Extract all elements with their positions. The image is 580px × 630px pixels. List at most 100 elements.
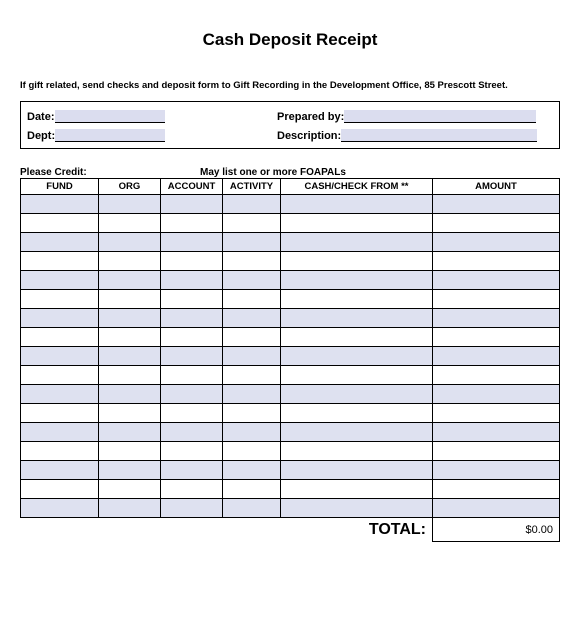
description-input[interactable] (341, 129, 537, 142)
table-cell[interactable] (281, 271, 433, 290)
table-cell[interactable] (433, 214, 560, 233)
table-cell[interactable] (21, 499, 99, 518)
table-cell[interactable] (21, 328, 99, 347)
table-cell[interactable] (99, 442, 161, 461)
table-cell[interactable] (161, 271, 223, 290)
table-cell[interactable] (281, 480, 433, 499)
table-cell[interactable] (223, 366, 281, 385)
table-cell[interactable] (21, 290, 99, 309)
table-cell[interactable] (223, 252, 281, 271)
table-cell[interactable] (99, 480, 161, 499)
table-cell[interactable] (281, 499, 433, 518)
table-cell[interactable] (99, 290, 161, 309)
table-cell[interactable] (99, 252, 161, 271)
dept-input[interactable] (55, 129, 165, 142)
table-cell[interactable] (433, 442, 560, 461)
table-cell[interactable] (99, 366, 161, 385)
table-cell[interactable] (223, 480, 281, 499)
table-cell[interactable] (433, 290, 560, 309)
table-cell[interactable] (21, 366, 99, 385)
table-cell[interactable] (433, 461, 560, 480)
prepared-by-input[interactable] (344, 110, 536, 123)
table-cell[interactable] (223, 442, 281, 461)
table-cell[interactable] (21, 385, 99, 404)
table-cell[interactable] (99, 271, 161, 290)
table-cell[interactable] (99, 233, 161, 252)
table-cell[interactable] (433, 404, 560, 423)
table-cell[interactable] (281, 252, 433, 271)
table-cell[interactable] (161, 347, 223, 366)
table-cell[interactable] (99, 195, 161, 214)
table-cell[interactable] (161, 233, 223, 252)
table-cell[interactable] (281, 461, 433, 480)
table-cell[interactable] (433, 423, 560, 442)
table-cell[interactable] (161, 290, 223, 309)
table-cell[interactable] (99, 309, 161, 328)
table-cell[interactable] (161, 461, 223, 480)
table-cell[interactable] (99, 461, 161, 480)
table-cell[interactable] (21, 480, 99, 499)
table-cell[interactable] (21, 423, 99, 442)
table-cell[interactable] (21, 309, 99, 328)
table-cell[interactable] (281, 328, 433, 347)
table-cell[interactable] (161, 252, 223, 271)
table-cell[interactable] (223, 328, 281, 347)
table-cell[interactable] (21, 271, 99, 290)
table-cell[interactable] (223, 423, 281, 442)
table-cell[interactable] (161, 366, 223, 385)
table-cell[interactable] (21, 442, 99, 461)
table-cell[interactable] (21, 252, 99, 271)
table-cell[interactable] (281, 233, 433, 252)
table-cell[interactable] (281, 385, 433, 404)
table-cell[interactable] (223, 404, 281, 423)
table-cell[interactable] (433, 252, 560, 271)
table-cell[interactable] (433, 309, 560, 328)
table-cell[interactable] (223, 195, 281, 214)
table-cell[interactable] (223, 499, 281, 518)
table-cell[interactable] (223, 271, 281, 290)
table-cell[interactable] (433, 195, 560, 214)
table-cell[interactable] (433, 328, 560, 347)
table-cell[interactable] (99, 423, 161, 442)
table-cell[interactable] (281, 404, 433, 423)
table-cell[interactable] (223, 461, 281, 480)
table-cell[interactable] (99, 328, 161, 347)
table-cell[interactable] (161, 309, 223, 328)
table-cell[interactable] (21, 461, 99, 480)
table-cell[interactable] (223, 214, 281, 233)
table-cell[interactable] (161, 442, 223, 461)
table-cell[interactable] (21, 404, 99, 423)
table-cell[interactable] (21, 214, 99, 233)
table-cell[interactable] (21, 233, 99, 252)
table-cell[interactable] (99, 499, 161, 518)
table-cell[interactable] (433, 347, 560, 366)
table-cell[interactable] (433, 233, 560, 252)
date-input[interactable] (55, 110, 165, 123)
table-cell[interactable] (99, 347, 161, 366)
table-cell[interactable] (161, 404, 223, 423)
table-cell[interactable] (433, 385, 560, 404)
table-cell[interactable] (281, 423, 433, 442)
table-cell[interactable] (433, 480, 560, 499)
table-cell[interactable] (21, 347, 99, 366)
table-cell[interactable] (99, 214, 161, 233)
table-cell[interactable] (281, 347, 433, 366)
table-cell[interactable] (161, 480, 223, 499)
table-cell[interactable] (433, 271, 560, 290)
table-cell[interactable] (161, 195, 223, 214)
table-cell[interactable] (281, 214, 433, 233)
table-cell[interactable] (161, 214, 223, 233)
table-cell[interactable] (433, 499, 560, 518)
table-cell[interactable] (281, 366, 433, 385)
table-cell[interactable] (223, 233, 281, 252)
table-cell[interactable] (161, 385, 223, 404)
table-cell[interactable] (281, 442, 433, 461)
table-cell[interactable] (99, 404, 161, 423)
table-cell[interactable] (433, 366, 560, 385)
table-cell[interactable] (223, 385, 281, 404)
table-cell[interactable] (99, 385, 161, 404)
table-cell[interactable] (161, 499, 223, 518)
table-cell[interactable] (281, 290, 433, 309)
table-cell[interactable] (281, 309, 433, 328)
table-cell[interactable] (161, 423, 223, 442)
